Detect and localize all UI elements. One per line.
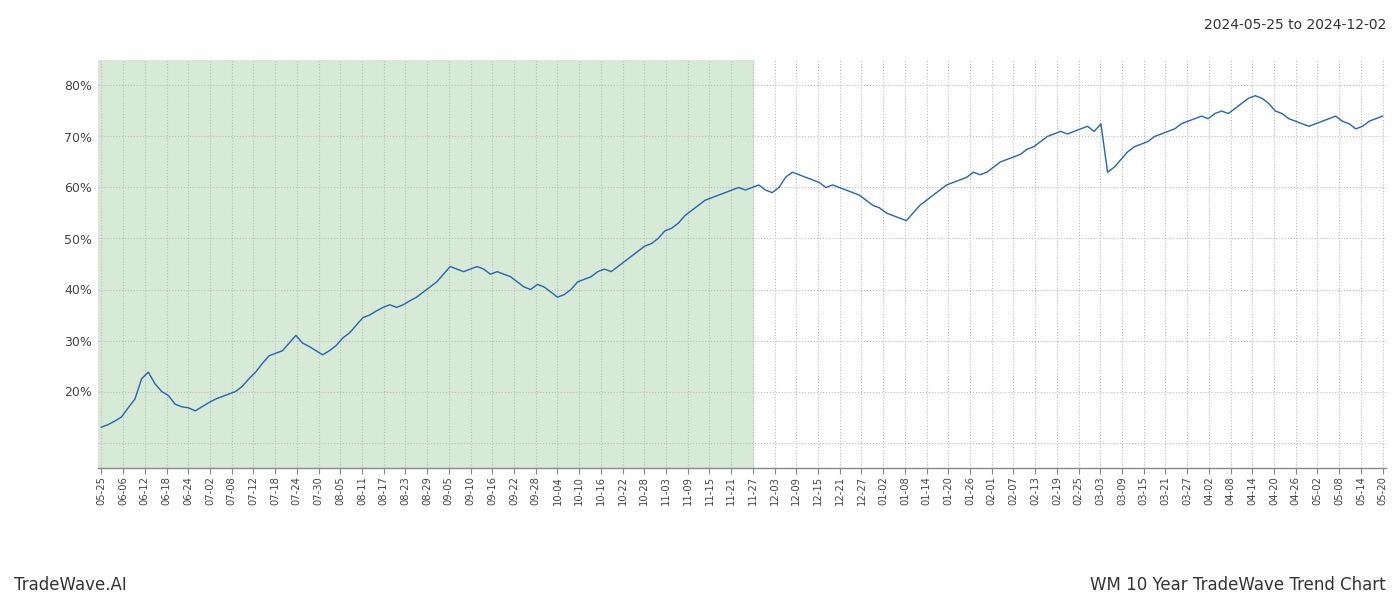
Text: TradeWave.AI: TradeWave.AI [14, 576, 127, 594]
Text: 2024-05-25 to 2024-12-02: 2024-05-25 to 2024-12-02 [1204, 18, 1386, 32]
Text: WM 10 Year TradeWave Trend Chart: WM 10 Year TradeWave Trend Chart [1091, 576, 1386, 594]
Bar [98, 60, 753, 468]
